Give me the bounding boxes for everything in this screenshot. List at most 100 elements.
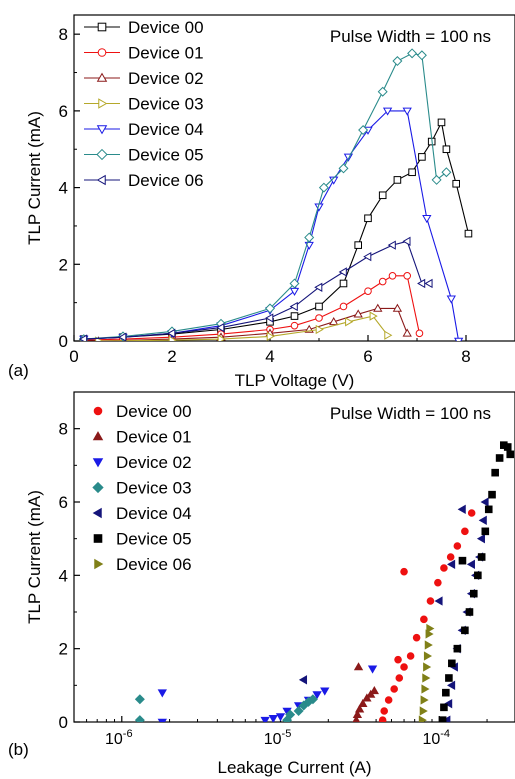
legend-marker [97, 48, 107, 57]
data-point [345, 317, 354, 327]
data-point [338, 267, 347, 277]
x-tick-label: 2 [167, 347, 176, 366]
data-point [474, 571, 482, 580]
x-tick-label: 10-6 [105, 728, 133, 748]
legend-marker [98, 98, 108, 109]
data-point [461, 527, 469, 536]
data-point [437, 118, 446, 127]
series-device-00 [378, 509, 476, 722]
data-point [434, 596, 443, 606]
data-point [289, 301, 298, 312]
data-point [418, 153, 426, 161]
legend-label: Device 03 [128, 95, 204, 114]
data-point [363, 251, 372, 262]
data-point [420, 615, 428, 624]
data-point [403, 272, 412, 280]
data-point [422, 214, 432, 224]
series-device-05 [78, 48, 452, 341]
data-point [329, 317, 339, 326]
legend-label: Device 00 [116, 402, 192, 421]
series-line [98, 307, 408, 341]
legend-marker [94, 558, 104, 570]
data-point [304, 232, 315, 243]
legend-marker [93, 406, 103, 416]
y-tick-label: 2 [59, 255, 68, 274]
legend-label: Device 03 [116, 479, 192, 498]
y-axis-label: TLP Current (mA) [25, 111, 44, 245]
data-point [431, 174, 442, 185]
legend-label: Device 05 [128, 146, 204, 165]
data-point [388, 272, 397, 280]
data-point [477, 553, 486, 561]
data-point [440, 564, 448, 572]
data-point [265, 303, 275, 314]
data-point [394, 655, 402, 664]
data-point [378, 716, 387, 722]
data-point [402, 328, 412, 337]
legend-marker [96, 125, 108, 135]
data-point [315, 324, 324, 335]
data-point [369, 311, 378, 321]
data-point [407, 48, 418, 59]
data-point [293, 706, 304, 716]
data-point [453, 337, 464, 341]
y-axis: 0 2 4 6 8 [59, 25, 80, 351]
data-point [307, 694, 318, 705]
x-tick-label: 6 [363, 347, 372, 366]
data-point [338, 163, 349, 174]
x-tick-base: 10 [105, 731, 123, 748]
legend-marker [96, 148, 108, 161]
data-point [217, 334, 226, 341]
data-point [367, 665, 378, 674]
x-tick-label: 0 [69, 347, 78, 366]
series-device-06 [79, 236, 433, 341]
data-point [421, 684, 430, 694]
data-point [406, 652, 415, 660]
x-tick-base: 10 [422, 731, 440, 748]
legend: Device 00 Device 01 Device 02 Device 03 Devi… [92, 402, 192, 574]
y-tick-label: 0 [59, 332, 68, 351]
data-point [434, 578, 442, 587]
data-point [400, 663, 408, 671]
data-point [290, 312, 299, 320]
data-point [216, 322, 225, 333]
panel-label: (a) [8, 361, 29, 380]
data-point [426, 623, 435, 634]
data-point [423, 651, 433, 661]
data-point [382, 107, 393, 116]
x-tick-label: 10-4 [422, 728, 450, 748]
data-point [320, 687, 330, 696]
data-point [377, 86, 388, 97]
data-point [488, 490, 496, 499]
data-point [400, 567, 408, 576]
data-point [353, 662, 364, 671]
data-point [465, 608, 474, 616]
series-device-01 [352, 662, 380, 722]
data-point [440, 703, 448, 712]
data-point [445, 674, 453, 682]
data-point [418, 715, 427, 722]
data-point [380, 707, 389, 715]
data-point [339, 302, 348, 311]
series-device-03 [134, 694, 318, 722]
data-point [260, 716, 270, 722]
annotation: Pulse Width = 100 ns [330, 27, 491, 46]
annotation: Pulse Width = 100 ns [330, 404, 491, 423]
y-tick-label: 8 [59, 25, 68, 44]
data-point [415, 329, 424, 338]
data-point [358, 698, 368, 707]
data-point [484, 505, 493, 514]
data-point [446, 553, 455, 561]
data-point [275, 713, 286, 722]
data-point [312, 691, 322, 700]
data-point [384, 696, 393, 704]
data-point [424, 640, 433, 650]
data-point [416, 50, 427, 61]
data-point [387, 240, 396, 250]
data-point [134, 694, 145, 705]
data-point [392, 56, 403, 67]
data-point [476, 534, 485, 544]
data-point [392, 303, 403, 312]
data-point [364, 287, 372, 295]
